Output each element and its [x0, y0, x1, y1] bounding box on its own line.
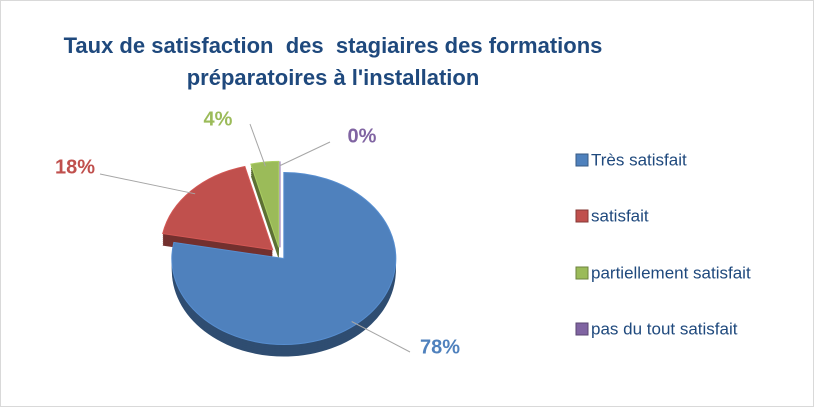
legend-label: Très satisfait	[591, 150, 687, 169]
legend-label: pas du tout satisfait	[591, 319, 738, 338]
chart-title: Taux de satisfaction des stagiaires des …	[63, 33, 609, 90]
legend-swatch	[575, 266, 589, 280]
leader-line	[99, 173, 196, 195]
legend-label: partiellement satisfait	[591, 263, 751, 282]
legend-swatch	[575, 209, 589, 223]
slice	[162, 165, 274, 251]
value-label: 4%	[204, 108, 233, 130]
slice	[250, 160, 280, 248]
value-label: 18%	[55, 156, 95, 178]
legend-swatch	[575, 322, 589, 336]
legend-label: satisfait	[591, 206, 649, 225]
legend-swatch	[575, 153, 589, 167]
value-label: 0%	[348, 125, 377, 147]
slice	[171, 172, 397, 346]
leader-line	[249, 123, 266, 167]
value-label: 78%	[420, 336, 460, 358]
leader-line	[351, 321, 411, 353]
leader-line	[279, 141, 331, 167]
